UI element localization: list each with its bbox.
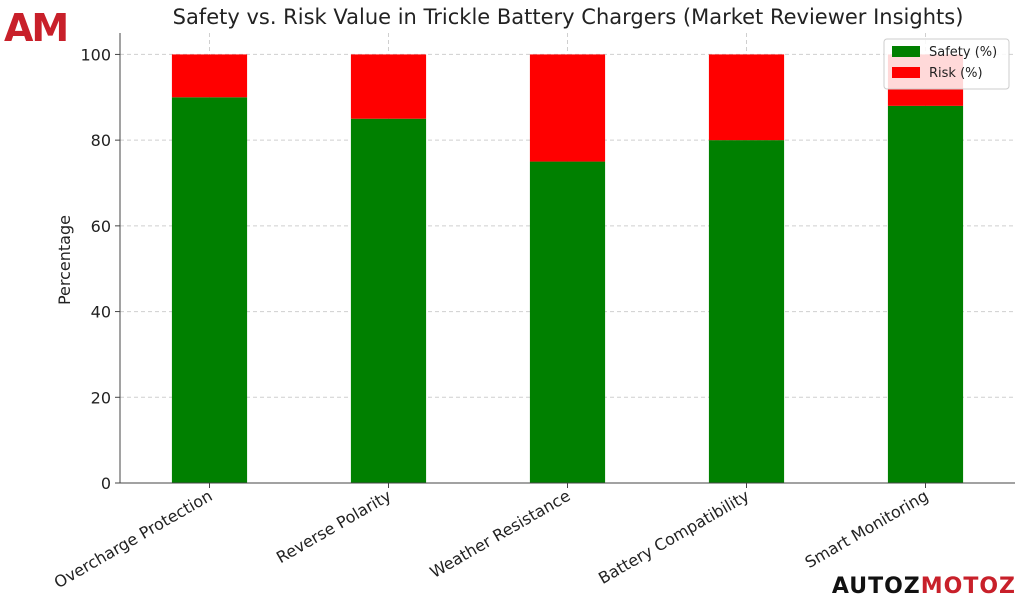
x-tick-label: Battery Compatibility bbox=[595, 486, 752, 588]
legend: Safety (%) Risk (%) bbox=[883, 38, 1010, 90]
y-tick-label: 60 bbox=[91, 217, 111, 236]
legend-swatch bbox=[892, 67, 920, 78]
y-tick-label: 100 bbox=[80, 45, 111, 64]
y-tick-label: 40 bbox=[91, 303, 111, 322]
bar-safety bbox=[529, 161, 606, 484]
x-tick-label: Overcharge Protection bbox=[51, 486, 216, 592]
y-tick-label: 80 bbox=[91, 131, 111, 150]
x-tick-label: Reverse Polarity bbox=[273, 486, 394, 567]
y-tick-label: 20 bbox=[91, 388, 111, 407]
chart-title: Safety vs. Risk Value in Trickle Battery… bbox=[173, 5, 964, 29]
legend-swatch bbox=[892, 46, 920, 57]
legend-label: Safety (%) bbox=[929, 45, 997, 60]
watermark-part2: MOTOZ bbox=[920, 574, 1016, 599]
bar-safety bbox=[708, 140, 785, 483]
y-tick-label: 0 bbox=[101, 474, 111, 493]
bar-safety bbox=[887, 105, 964, 483]
y-axis-label: Percentage bbox=[55, 215, 74, 305]
bar-risk bbox=[171, 54, 248, 98]
legend-label: Risk (%) bbox=[929, 66, 983, 81]
y-ticks: 0 20 40 60 80 100 bbox=[80, 45, 120, 493]
x-tick-label: Smart Monitoring bbox=[802, 486, 932, 572]
bar-risk bbox=[529, 54, 606, 162]
bar-risk bbox=[708, 54, 785, 141]
am-logo: AM bbox=[4, 6, 69, 50]
x-ticks: Overcharge Protection Reverse Polarity Wea… bbox=[51, 483, 932, 592]
watermark-part1: AUTOZ bbox=[831, 574, 921, 599]
bars bbox=[171, 54, 964, 484]
x-tick-label: Weather Resistance bbox=[427, 486, 574, 582]
bar-safety bbox=[171, 97, 248, 484]
bar-safety bbox=[350, 118, 427, 483]
autozmotoz-watermark: AUTOZMOTOZ bbox=[832, 574, 1016, 599]
bar-risk bbox=[350, 54, 427, 119]
